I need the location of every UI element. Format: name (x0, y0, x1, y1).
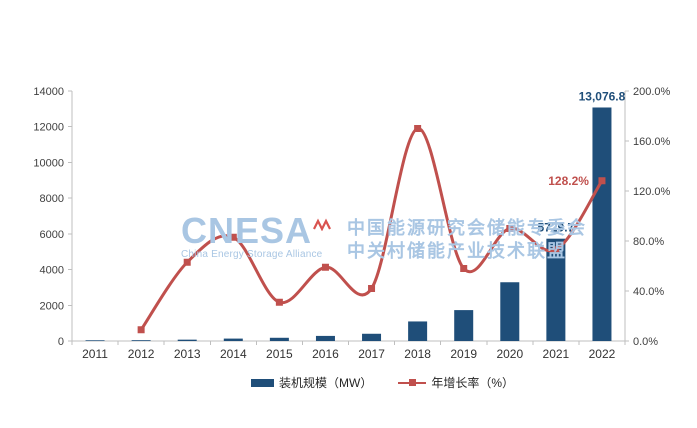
x-axis-label: 2020 (496, 347, 523, 361)
bar-2017 (362, 333, 382, 341)
x-axis-label: 2021 (543, 347, 570, 361)
x-axis-label: 2018 (404, 347, 431, 361)
growth-line (139, 127, 604, 331)
bar-2018 (408, 321, 428, 341)
growth-line-marker (414, 125, 422, 132)
bar-2013 (177, 339, 197, 341)
legend-line-swatch-icon (398, 379, 427, 387)
growth-line-marker (460, 265, 468, 272)
right-axis-tick-label: 160.0% (633, 136, 671, 148)
x-axis-label: 2022 (589, 347, 616, 361)
legend-capacity-label: 装机规模（MW） (279, 376, 373, 390)
left-axis-tick-label: 10000 (33, 157, 64, 169)
growth-line-marker (183, 258, 191, 266)
right-axis-tick-label: 40.0% (633, 286, 664, 298)
growth-line-marker (321, 263, 329, 271)
left-axis-tick-label: 0 (58, 336, 64, 348)
right-axis-tick-label: 200.0% (633, 86, 671, 98)
bar-2015 (269, 337, 289, 341)
legend-growth-label: 年增长率（%） (431, 376, 514, 390)
bar-2016 (315, 335, 335, 341)
bar-2011 (85, 340, 105, 341)
right-axis-tick-label: 0.0% (633, 336, 658, 348)
bar-2020 (500, 282, 520, 341)
left-axis-tick-label: 8000 (40, 193, 64, 205)
left-axis-tick-label: 12000 (33, 122, 64, 134)
growth-line-marker (137, 326, 145, 334)
bar-2014 (223, 338, 243, 341)
growth-line-marker (368, 285, 376, 292)
growth-line-marker (598, 177, 606, 185)
x-axis-label: 2013 (174, 347, 201, 361)
legend-item-capacity: 装机规模（MW） (251, 374, 372, 391)
bar-value-label-2021: 5729.7 (538, 221, 575, 235)
growth-line-marker (552, 246, 560, 254)
left-axis-tick-label: 4000 (40, 265, 64, 277)
x-axis-label: 2017 (358, 347, 385, 361)
bar-2019 (454, 310, 474, 341)
legend: 装机规模（MW） 年增长率（%） (34, 374, 697, 391)
left-axis-tick-label: 2000 (40, 300, 64, 312)
bar-2012 (131, 340, 151, 341)
left-axis-tick-label: 14000 (33, 86, 64, 98)
x-axis-label: 2014 (220, 347, 247, 361)
growth-line-marker (506, 225, 514, 232)
right-axis-tick-label: 120.0% (633, 186, 671, 198)
legend-bar-swatch-icon (251, 378, 274, 387)
left-axis-tick-label: 6000 (40, 229, 64, 241)
bar-2022 (592, 107, 612, 341)
x-axis-label: 2015 (266, 347, 293, 361)
growth-value-label-2022: 128.2% (548, 174, 589, 188)
bar-value-label-2022: 13,076.8 (579, 89, 626, 103)
growth-line-marker (229, 233, 237, 241)
bar-2021 (546, 238, 566, 341)
x-axis-label: 2012 (128, 347, 155, 361)
x-axis-label: 2011 (82, 347, 108, 361)
growth-line-marker (275, 298, 283, 306)
x-axis-label: 2016 (312, 347, 339, 361)
x-axis-label: 2019 (450, 347, 477, 361)
right-axis-tick-label: 80.0% (633, 236, 664, 248)
legend-item-growth: 年增长率（%） (398, 374, 514, 391)
